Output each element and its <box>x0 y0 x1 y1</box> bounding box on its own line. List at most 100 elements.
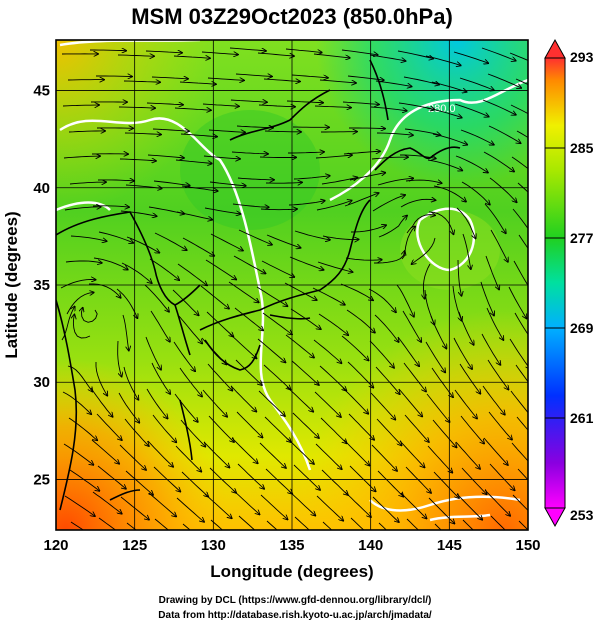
streamline <box>489 463 515 490</box>
streamline <box>92 206 129 207</box>
streamline <box>403 76 439 85</box>
colorbar-tick-label: 285 <box>570 140 594 156</box>
streamline <box>256 286 288 306</box>
streamline <box>378 216 407 238</box>
streamline <box>350 517 365 530</box>
streamline <box>152 129 189 131</box>
streamline <box>510 390 528 414</box>
streamline <box>119 159 156 161</box>
streamline <box>515 78 528 85</box>
colorbar: 293 285 277 269 261 253 <box>544 38 594 528</box>
streamline <box>235 74 272 77</box>
streamline <box>92 491 122 514</box>
streamline <box>265 182 302 183</box>
streamline <box>229 47 266 51</box>
streamline <box>204 207 241 214</box>
streamline <box>460 415 484 444</box>
streamline <box>146 388 168 419</box>
streamline <box>428 497 454 524</box>
streamline <box>233 255 266 274</box>
streamline <box>480 281 494 316</box>
streamline <box>509 52 528 61</box>
streamline <box>177 263 207 285</box>
streamline <box>118 107 155 108</box>
streamline <box>70 235 107 241</box>
streamline <box>257 52 294 56</box>
streamline <box>350 225 386 233</box>
streamline <box>397 336 419 366</box>
streamline <box>347 361 373 388</box>
streamline <box>484 203 506 233</box>
wind-streamlines <box>60 47 528 530</box>
streamline <box>293 176 330 180</box>
streamline <box>319 365 346 391</box>
streamline <box>321 469 348 495</box>
colorbar-tick-label: 253 <box>570 507 594 523</box>
streamline <box>70 521 84 530</box>
streamline <box>398 388 422 417</box>
x-tick-label: 150 <box>515 537 540 554</box>
streamline <box>175 445 201 472</box>
streamline <box>490 515 506 530</box>
streamline <box>454 389 477 419</box>
streamline <box>483 437 508 465</box>
streamline <box>314 106 351 108</box>
streamline <box>344 491 371 517</box>
streamline <box>64 207 101 211</box>
streamline <box>432 419 457 447</box>
streamline <box>123 81 160 82</box>
streamline <box>263 364 291 389</box>
streamline <box>425 55 461 65</box>
streamline <box>262 312 292 334</box>
streamline <box>345 258 382 260</box>
streamline <box>342 387 368 414</box>
streamline <box>181 471 208 497</box>
streamline <box>175 159 212 164</box>
streamline <box>342 102 379 105</box>
streamline <box>145 336 161 370</box>
streamline <box>512 494 528 512</box>
streamline <box>313 339 342 363</box>
streamline <box>452 285 462 321</box>
streamline <box>232 203 269 207</box>
streamline <box>340 283 373 300</box>
coastlines <box>56 59 461 511</box>
streamline <box>264 131 301 132</box>
streamline <box>238 515 256 530</box>
streamline <box>434 523 442 530</box>
streamline <box>489 177 517 202</box>
streamline <box>377 470 403 497</box>
streamline <box>98 231 133 243</box>
streamline <box>236 126 273 128</box>
streamline <box>460 129 494 145</box>
streamline <box>513 260 528 292</box>
streamline <box>341 335 369 360</box>
streamline <box>209 467 236 493</box>
streamline <box>118 392 139 423</box>
streamline <box>405 180 442 183</box>
streamline <box>341 49 378 55</box>
streamline <box>95 362 107 396</box>
streamline <box>483 151 514 172</box>
streamline <box>509 338 528 369</box>
streamline <box>426 393 450 422</box>
streamline <box>152 414 176 442</box>
streamline <box>461 181 490 205</box>
streamline <box>412 237 436 264</box>
streamline <box>432 133 467 145</box>
streamline <box>263 79 300 82</box>
streamline <box>288 490 315 516</box>
streamline <box>208 130 245 132</box>
streamline <box>515 364 528 383</box>
streamline <box>205 259 236 280</box>
streamline <box>258 105 295 107</box>
x-tick-label: 125 <box>122 537 147 554</box>
x-tick-label: 145 <box>437 537 462 554</box>
streamline <box>210 519 224 530</box>
streamline <box>293 464 320 490</box>
streamline <box>230 385 256 412</box>
streamline <box>67 365 92 392</box>
streamline <box>238 229 272 245</box>
streamline <box>455 155 488 173</box>
streamline <box>69 182 106 184</box>
